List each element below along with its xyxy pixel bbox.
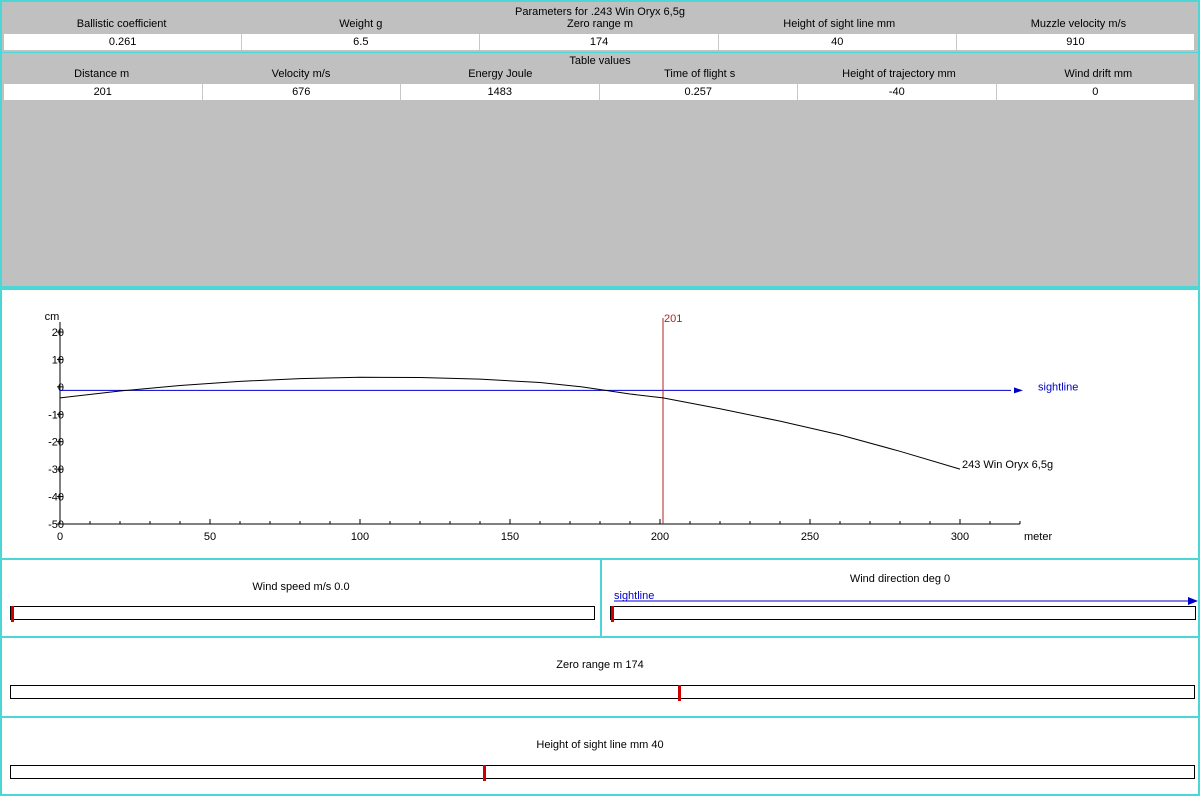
- header-muzzle-velocity: Muzzle velocity m/s: [1030, 18, 1127, 30]
- sightline-label: sightline: [1038, 381, 1078, 393]
- parameters-value-row: 0.261 6.5 174 40 910: [4, 34, 1194, 50]
- value-weight[interactable]: 6.5: [242, 34, 481, 50]
- sightline-arrow-icon: [1188, 597, 1198, 605]
- x-tick-label: 50: [204, 531, 216, 543]
- y-tick-label: -10: [48, 409, 64, 421]
- header-weight: Weight g: [339, 18, 383, 30]
- zero-range-panel: Zero range m 174: [0, 636, 1200, 718]
- wind-speed-slider[interactable]: [10, 606, 595, 622]
- table-header-row: Distance m Velocity m/s Energy Joule Tim…: [2, 68, 1198, 80]
- x-tick-label: 0: [57, 531, 63, 543]
- x-tick-label: 200: [651, 531, 669, 543]
- value-wind-drift: 0: [1092, 86, 1099, 98]
- table-values-panel: Table values Distance m Velocity m/s Ene…: [0, 52, 1200, 288]
- wind-speed-label: Wind speed m/s 0.0: [252, 581, 350, 593]
- sight-height-slider[interactable]: [10, 765, 1195, 781]
- parameters-title: Parameters for .243 Win Oryx 6,5g: [515, 6, 685, 18]
- parameters-panel: Parameters for .243 Win Oryx 6,5g Ballis…: [0, 0, 1200, 52]
- zero-range-slider[interactable]: [10, 685, 1195, 701]
- y-tick-label: 20: [52, 327, 64, 339]
- table-values-title: Table values: [569, 55, 631, 67]
- y-tick-label: -20: [48, 437, 64, 449]
- value-trajectory-height: -40: [798, 84, 997, 100]
- header-trajectory-height: Height of trajectory mm: [842, 68, 956, 80]
- header-zero-range: Zero range m: [566, 18, 634, 30]
- x-axis-label: meter: [1024, 531, 1052, 543]
- header-energy: Energy Joule: [468, 68, 533, 80]
- trajectory-chart[interactable]: 0 50 100 150 200 250 300 meter20100-10-20-30-40…: [2, 290, 1198, 560]
- parameters-header-row: Ballistic coefficient Weight g Zero rang…: [2, 18, 1198, 30]
- x-tick-label: 250: [801, 531, 819, 543]
- value-distance: 201: [4, 84, 203, 100]
- value-time-of-flight: 0.257: [600, 84, 798, 100]
- sight-height-slider-thumb[interactable]: [483, 765, 486, 781]
- trajectory-label: 243 Win Oryx 6,5g: [962, 459, 1053, 471]
- wind-direction-label: Wind direction deg 0: [849, 573, 951, 585]
- value-muzzle-velocity[interactable]: 910: [1066, 36, 1085, 48]
- value-energy: 1483: [401, 84, 600, 100]
- distance-marker-label: 201: [664, 313, 682, 325]
- header-sight-height: Height of sight line mm: [783, 18, 896, 30]
- trajectory-chart-panel[interactable]: 0 50 100 150 200 250 300 meter 20 10 0 -10 -20 -30 -40…: [0, 288, 1200, 560]
- x-tick-label: 100: [351, 531, 369, 543]
- x-tick-label: 150: [501, 531, 519, 543]
- value-velocity: 676: [203, 84, 401, 100]
- sight-height-panel: Height of sight line mm 40: [0, 716, 1200, 796]
- y-tick-label: -30: [48, 464, 64, 476]
- sightline-arrow-icon: [1014, 387, 1023, 394]
- wind-direction-panel: Wind direction deg 0 sightline: [600, 558, 1200, 638]
- wind-direction-sightline-label: sightline: [614, 590, 654, 602]
- header-velocity: Velocity m/s: [271, 68, 331, 80]
- wind-direction-sightline: sightline: [614, 590, 1198, 605]
- sight-height-label: Height of sight line mm 40: [536, 739, 664, 751]
- y-tick-label: 10: [52, 354, 64, 366]
- wind-speed-panel: Wind speed m/s 0.0: [0, 558, 602, 638]
- wind-speed-slider-thumb[interactable]: [11, 606, 14, 622]
- header-time-of-flight: Time of flight s: [664, 68, 736, 80]
- table-value-row: 201 676 1483 0.257 -40 0: [4, 84, 1194, 100]
- y-tick-label: 0: [58, 382, 64, 394]
- header-ballistic-coefficient: Ballistic coefficient: [76, 18, 167, 30]
- x-tick-label: 300: [951, 531, 969, 543]
- y-axis-label: cm: [45, 311, 60, 323]
- zero-range-slider-thumb[interactable]: [678, 685, 681, 701]
- zero-range-label: Zero range m 174: [556, 659, 644, 671]
- trajectory-line: [59, 376, 961, 470]
- header-distance: Distance m: [74, 68, 130, 80]
- value-zero-range[interactable]: 174: [480, 34, 719, 50]
- y-tick-label: -50: [48, 519, 64, 531]
- header-wind-drift: Wind drift mm: [1064, 68, 1133, 80]
- value-sight-height[interactable]: 40: [719, 34, 957, 50]
- wind-direction-slider[interactable]: [610, 606, 1196, 622]
- y-tick-label: -40: [48, 492, 64, 504]
- wind-direction-slider-thumb[interactable]: [611, 606, 614, 622]
- value-ballistic-coefficient[interactable]: 0.261: [4, 34, 243, 50]
